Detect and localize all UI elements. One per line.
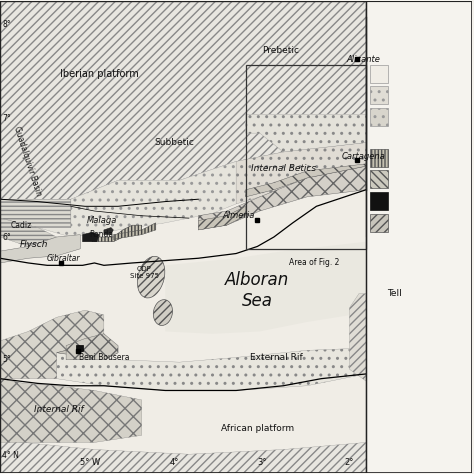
Polygon shape [0,199,71,228]
Polygon shape [165,242,366,334]
Text: volcanics: volcanics [392,112,428,121]
Text: Prebetic: Prebetic [263,46,300,55]
Bar [370,108,388,126]
Polygon shape [57,334,118,360]
Text: Tell: Tell [387,289,401,298]
Polygon shape [246,164,366,197]
Polygon shape [66,334,118,360]
Text: Malaga: Malaga [86,216,117,225]
Text: Neogene: Neogene [392,70,426,79]
Bar [0,1,366,473]
Text: Internal Betics: Internal Betics [392,133,456,142]
Text: Beni Bousera: Beni Bousera [79,353,129,362]
Bar [246,64,366,249]
Text: 5° W: 5° W [80,458,100,467]
Polygon shape [246,114,366,152]
Text: 5°: 5° [2,356,11,365]
Bar [366,1,472,473]
Bar [370,171,388,188]
Text: 2°: 2° [345,458,354,467]
Text: Sea: Sea [242,292,273,310]
Bar [370,214,388,232]
Text: Alpujarride: Alpujarride [392,175,434,184]
Text: 7°: 7° [2,114,11,123]
Text: Guadalquivir Basin: Guadalquivir Basin [12,126,43,198]
Polygon shape [0,440,366,473]
Text: Area of Fig. 2: Area of Fig. 2 [289,258,339,267]
Text: Subbetic: Subbetic [155,138,195,147]
Polygon shape [349,294,366,381]
Text: 4°: 4° [170,458,180,467]
Polygon shape [0,1,366,199]
Text: 4° N: 4° N [2,451,19,460]
Polygon shape [38,162,236,237]
Polygon shape [75,345,82,351]
Text: peridotitic: peridotitic [392,196,431,205]
Text: Iberian platform: Iberian platform [60,69,138,79]
Text: major thr...: major thr... [392,237,434,246]
Text: African platform: African platform [221,424,294,433]
Text: Cadiz: Cadiz [10,221,32,230]
Ellipse shape [137,256,165,298]
Text: sediments: sediments [392,91,432,100]
Polygon shape [104,228,113,235]
Text: 6°: 6° [2,233,11,241]
Text: Flysch: Flysch [20,239,48,248]
Text: Alicante: Alicante [346,55,381,64]
Bar [370,149,388,167]
Polygon shape [0,218,57,246]
Text: Tell: Tell [411,19,426,28]
Polygon shape [198,206,246,230]
Text: Almeria: Almeria [222,211,255,220]
Polygon shape [0,235,80,263]
Text: Gibraltar: Gibraltar [47,254,81,263]
Bar [370,191,388,210]
Polygon shape [38,237,366,393]
Text: ODP
Site 975: ODP Site 975 [129,266,158,279]
Text: Nevado-Filabride: Nevado-Filabride [392,219,457,228]
Polygon shape [198,166,366,230]
Bar [370,86,388,104]
Text: 8°: 8° [2,20,11,29]
Polygon shape [92,225,142,242]
Text: Malaguide: Malaguide [392,153,432,162]
Polygon shape [57,348,366,391]
Text: Cartagena: Cartagena [342,152,385,161]
Text: Internal Rif: Internal Rif [34,405,84,414]
Polygon shape [366,10,472,39]
Bar [0,1,366,473]
Polygon shape [0,310,104,379]
Text: External Rif: External Rif [250,353,302,362]
Polygon shape [236,143,366,204]
Text: Alboran: Alboran [225,271,290,289]
Ellipse shape [154,300,173,326]
Polygon shape [82,232,99,242]
Bar [370,65,388,83]
Text: 3°: 3° [257,458,267,467]
Text: 100 km: 100 km [403,456,435,465]
Text: Ronda: Ronda [90,230,114,239]
Polygon shape [113,223,156,239]
Polygon shape [0,379,142,442]
Text: Internal Betics: Internal Betics [251,164,316,173]
